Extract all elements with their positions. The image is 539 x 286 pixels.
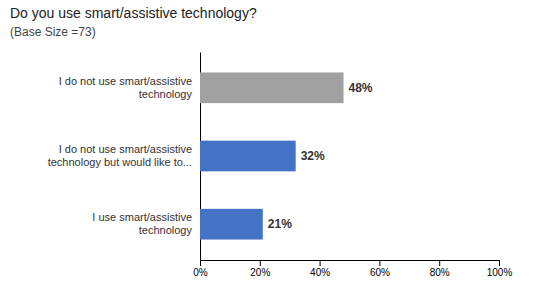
x-tick: 60% xyxy=(370,260,390,278)
x-axis: 0% 20% 40% 60% 80% 100% xyxy=(193,260,512,278)
x-tick-label: 80% xyxy=(430,267,450,278)
x-tick-mark xyxy=(200,260,201,266)
x-tick-mark xyxy=(320,260,321,266)
y-tick-label: I do not use smart/assistivetechnology b… xyxy=(48,143,192,168)
x-tick-mark xyxy=(379,260,380,266)
x-tick-label: 20% xyxy=(250,267,270,278)
y-tick-label-line: I do not use smart/assistive xyxy=(59,143,192,155)
x-tick: 40% xyxy=(310,260,330,278)
x-tick-mark xyxy=(260,260,261,266)
subtitle: (Base Size =73) xyxy=(10,25,96,39)
x-tick-label: 0% xyxy=(193,267,208,278)
data-label: 48% xyxy=(349,81,373,95)
plot: 0%20%40%60%80%100%I use smart/assistivet… xyxy=(48,53,513,279)
bar xyxy=(200,72,344,103)
y-tick-label-line: technology xyxy=(139,88,193,100)
x-tick-label: 100% xyxy=(487,267,513,278)
y-tick-label: I do not use smart/assistivetechnology xyxy=(59,75,193,100)
x-tick-label: 40% xyxy=(310,267,330,278)
y-tick: I do not use smart/assistivetechnology b… xyxy=(48,143,200,168)
bar xyxy=(200,141,296,172)
x-tick: 0% xyxy=(193,260,208,278)
data-label: 32% xyxy=(301,149,325,163)
bar xyxy=(200,209,263,240)
data-labels: 21% 32% 48% xyxy=(268,81,373,231)
y-axis: I use smart/assistivetechnologyI do not … xyxy=(48,53,201,261)
x-tick: 80% xyxy=(430,260,450,278)
x-tick-mark xyxy=(439,260,440,266)
y-tick: I do not use smart/assistivetechnology xyxy=(59,75,200,100)
y-tick-label-line: I do not use smart/assistive xyxy=(59,75,192,87)
x-tick-label: 60% xyxy=(370,267,390,278)
y-tick-label-line: technology but would like to... xyxy=(48,156,192,168)
y-tick-label-line: I use smart/assistive xyxy=(92,211,192,223)
y-tick-label: I use smart/assistivetechnology xyxy=(92,211,192,236)
data-label: 21% xyxy=(268,217,292,231)
x-axis-line xyxy=(201,261,500,267)
x-tick: 20% xyxy=(250,260,270,278)
title: Do you use smart/assistive technology? xyxy=(10,5,257,21)
chart: Do you use smart/assistive technology? (B… xyxy=(0,0,539,286)
y-tick: I use smart/assistivetechnology xyxy=(92,211,200,236)
x-tick-mark xyxy=(499,260,500,266)
x-tick: 100% xyxy=(487,260,513,278)
y-tick-label-line: technology xyxy=(139,224,193,236)
bars xyxy=(200,72,344,239)
